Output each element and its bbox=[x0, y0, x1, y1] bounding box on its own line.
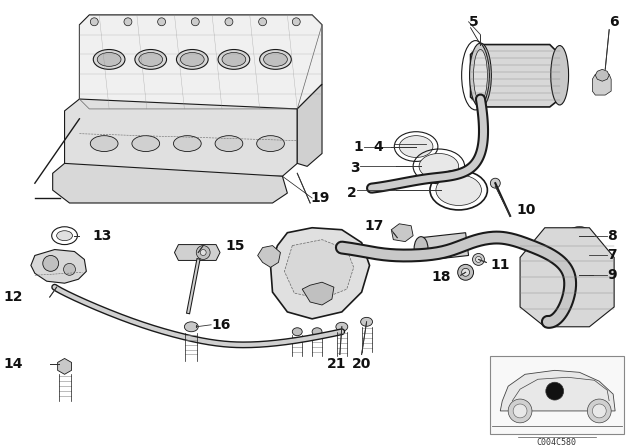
Polygon shape bbox=[500, 370, 615, 411]
Ellipse shape bbox=[90, 136, 118, 151]
Polygon shape bbox=[595, 69, 609, 81]
Circle shape bbox=[476, 256, 481, 263]
Ellipse shape bbox=[419, 154, 459, 179]
Polygon shape bbox=[421, 233, 468, 260]
Text: 5: 5 bbox=[468, 15, 478, 29]
Polygon shape bbox=[65, 99, 297, 176]
Ellipse shape bbox=[264, 52, 287, 66]
Circle shape bbox=[63, 263, 76, 275]
Polygon shape bbox=[58, 358, 72, 375]
Ellipse shape bbox=[474, 50, 488, 101]
Text: 18: 18 bbox=[431, 270, 451, 284]
Polygon shape bbox=[593, 74, 611, 95]
Ellipse shape bbox=[571, 230, 588, 241]
Ellipse shape bbox=[414, 237, 428, 260]
Ellipse shape bbox=[257, 136, 284, 151]
Polygon shape bbox=[302, 282, 334, 305]
Text: 21: 21 bbox=[327, 358, 347, 371]
Ellipse shape bbox=[260, 50, 291, 69]
Text: 6: 6 bbox=[609, 15, 619, 29]
Ellipse shape bbox=[222, 52, 246, 66]
Polygon shape bbox=[52, 164, 287, 203]
Ellipse shape bbox=[568, 269, 590, 285]
Ellipse shape bbox=[132, 136, 159, 151]
Circle shape bbox=[508, 399, 532, 423]
Ellipse shape bbox=[336, 322, 348, 331]
Ellipse shape bbox=[436, 175, 481, 206]
Circle shape bbox=[292, 18, 300, 26]
Text: 2: 2 bbox=[347, 186, 356, 200]
Polygon shape bbox=[520, 228, 614, 327]
Text: 19: 19 bbox=[310, 191, 330, 205]
Circle shape bbox=[472, 254, 484, 265]
Circle shape bbox=[124, 18, 132, 26]
Circle shape bbox=[43, 255, 59, 271]
Circle shape bbox=[490, 178, 500, 188]
Text: 14: 14 bbox=[3, 358, 23, 371]
Text: 7: 7 bbox=[607, 249, 617, 263]
Text: 3: 3 bbox=[350, 161, 360, 175]
Text: 17: 17 bbox=[364, 219, 383, 233]
Ellipse shape bbox=[139, 52, 163, 66]
Circle shape bbox=[588, 399, 611, 423]
Circle shape bbox=[90, 18, 98, 26]
Polygon shape bbox=[284, 240, 354, 299]
Text: 20: 20 bbox=[352, 358, 371, 371]
Bar bbox=[490, 357, 624, 434]
Polygon shape bbox=[271, 228, 369, 319]
Circle shape bbox=[259, 18, 267, 26]
Polygon shape bbox=[391, 224, 413, 241]
Polygon shape bbox=[175, 245, 220, 260]
Ellipse shape bbox=[312, 328, 322, 336]
Text: 12: 12 bbox=[3, 290, 23, 304]
Ellipse shape bbox=[173, 136, 201, 151]
Text: 11: 11 bbox=[490, 258, 510, 272]
Polygon shape bbox=[258, 246, 280, 267]
Ellipse shape bbox=[551, 46, 568, 105]
Circle shape bbox=[546, 382, 564, 400]
Ellipse shape bbox=[215, 136, 243, 151]
Circle shape bbox=[200, 250, 206, 255]
Text: 16: 16 bbox=[211, 318, 230, 332]
Ellipse shape bbox=[93, 50, 125, 69]
Polygon shape bbox=[79, 15, 322, 109]
Ellipse shape bbox=[470, 43, 492, 108]
Ellipse shape bbox=[97, 52, 121, 66]
Text: 13: 13 bbox=[92, 228, 111, 243]
Ellipse shape bbox=[135, 50, 166, 69]
Ellipse shape bbox=[218, 50, 250, 69]
Text: 4: 4 bbox=[374, 140, 383, 154]
Ellipse shape bbox=[292, 328, 302, 336]
Ellipse shape bbox=[360, 317, 372, 326]
Ellipse shape bbox=[184, 322, 198, 332]
Ellipse shape bbox=[399, 136, 433, 157]
Polygon shape bbox=[297, 84, 322, 166]
Circle shape bbox=[157, 18, 166, 26]
Circle shape bbox=[513, 404, 527, 418]
Circle shape bbox=[225, 18, 233, 26]
Polygon shape bbox=[31, 250, 86, 283]
Circle shape bbox=[593, 404, 606, 418]
Circle shape bbox=[196, 246, 210, 259]
Text: 10: 10 bbox=[516, 203, 536, 217]
Text: 1: 1 bbox=[354, 140, 364, 154]
Text: C004C580: C004C580 bbox=[537, 438, 577, 447]
Text: 9: 9 bbox=[607, 268, 617, 282]
Ellipse shape bbox=[570, 249, 589, 263]
Ellipse shape bbox=[57, 231, 72, 241]
Ellipse shape bbox=[180, 52, 204, 66]
Circle shape bbox=[461, 268, 470, 276]
Text: 8: 8 bbox=[607, 228, 617, 243]
Circle shape bbox=[191, 18, 199, 26]
Ellipse shape bbox=[177, 50, 208, 69]
Circle shape bbox=[458, 264, 474, 280]
Text: 15: 15 bbox=[225, 239, 244, 253]
Polygon shape bbox=[470, 44, 559, 107]
